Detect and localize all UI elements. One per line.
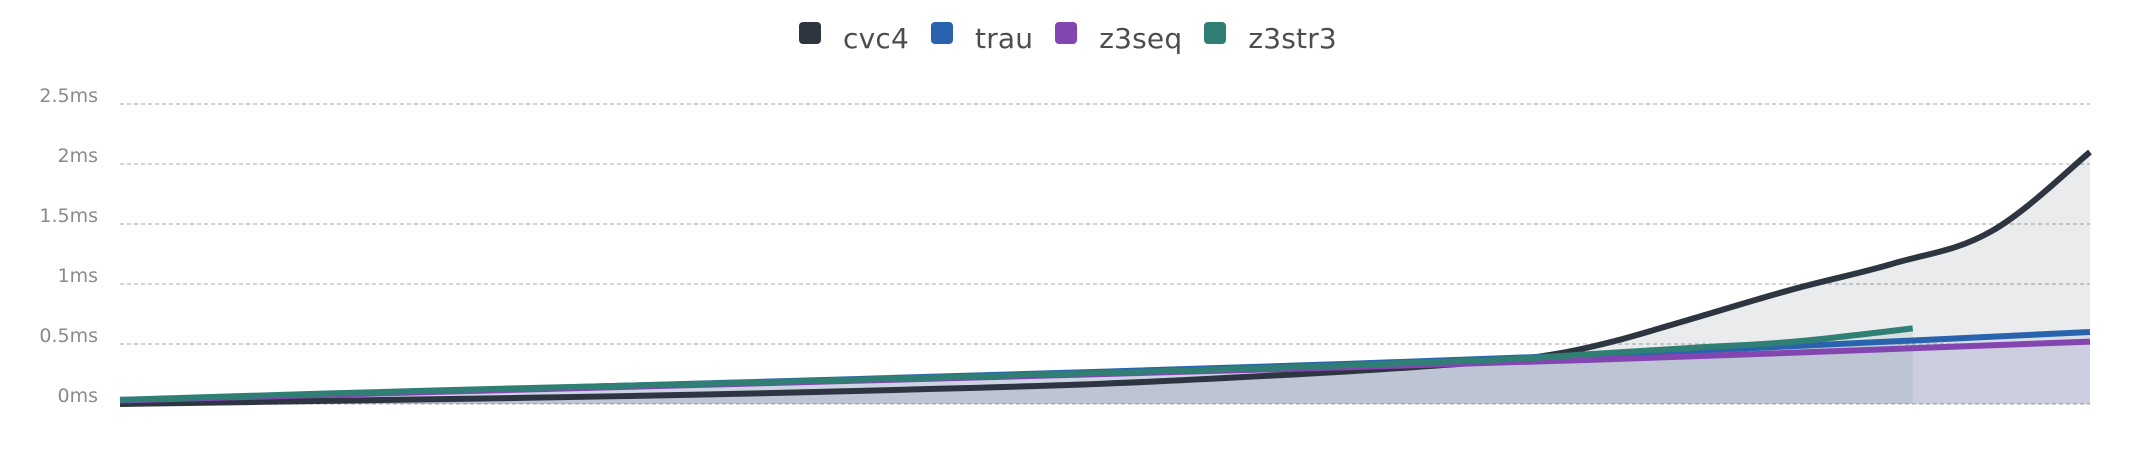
y-tick-label: 0ms bbox=[58, 385, 99, 407]
legend-swatch-cvc4 bbox=[799, 21, 822, 44]
y-tick-label: 1.5ms bbox=[39, 205, 98, 227]
legend-swatch-z3seq bbox=[1055, 21, 1078, 44]
legend-item-cvc4[interactable]: cvc4 bbox=[799, 21, 910, 55]
line-z3str3[interactable] bbox=[119, 325, 1914, 403]
series-areas bbox=[120, 152, 2090, 404]
legend-item-z3str3[interactable]: z3str3 bbox=[1204, 21, 1337, 55]
legend-label-z3seq: z3seq bbox=[1099, 22, 1183, 55]
area-z3str3 bbox=[120, 328, 1913, 404]
y-axis: 0ms 0.5ms 1ms 1.5ms 2ms 2.5ms bbox=[39, 85, 98, 407]
legend-label-z3str3: z3str3 bbox=[1248, 22, 1337, 55]
legend-swatch-z3str3 bbox=[1204, 21, 1227, 44]
y-tick-label: 2.5ms bbox=[39, 85, 98, 107]
legend: cvc4 trau z3seq z3str3 bbox=[0, 21, 2136, 55]
legend-label-trau: trau bbox=[975, 22, 1034, 55]
legend-swatch-trau bbox=[931, 21, 954, 44]
y-tick-label: 0.5ms bbox=[39, 325, 98, 347]
legend-item-z3seq[interactable]: z3seq bbox=[1055, 21, 1183, 55]
legend-label-cvc4: cvc4 bbox=[843, 22, 910, 55]
y-tick-label: 2ms bbox=[58, 145, 99, 167]
legend-item-trau[interactable]: trau bbox=[931, 21, 1034, 55]
area-cvc4 bbox=[120, 152, 2090, 404]
line-cvc4[interactable] bbox=[119, 149, 2092, 407]
y-tick-label: 1ms bbox=[58, 265, 99, 287]
series-lines bbox=[119, 149, 2092, 407]
